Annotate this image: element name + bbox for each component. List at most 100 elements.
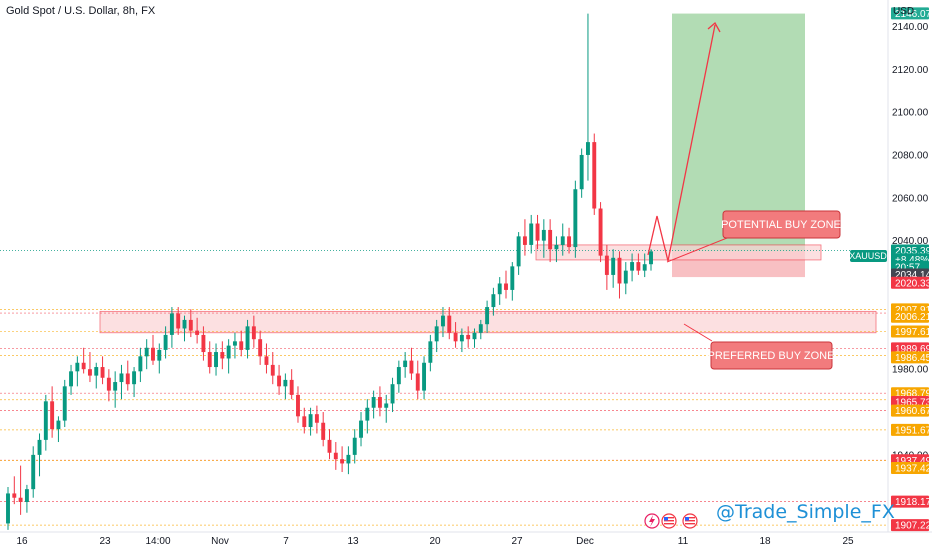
candle[interactable] <box>485 300 490 333</box>
candle[interactable] <box>504 270 508 299</box>
candle[interactable] <box>371 390 376 419</box>
candle[interactable] <box>554 236 559 263</box>
candle[interactable] <box>195 317 200 344</box>
candle[interactable] <box>497 277 502 305</box>
candle[interactable] <box>548 219 553 263</box>
candle[interactable] <box>535 214 540 250</box>
candle[interactable] <box>617 251 622 299</box>
candle[interactable] <box>18 465 23 515</box>
candle[interactable] <box>226 339 231 374</box>
candle[interactable] <box>100 356 105 385</box>
candle[interactable] <box>113 371 118 408</box>
candle[interactable] <box>649 249 653 271</box>
candle[interactable] <box>365 399 370 434</box>
candle[interactable] <box>516 232 521 275</box>
price-tag[interactable]: 1951.67 <box>891 423 932 437</box>
candle[interactable] <box>169 307 174 348</box>
candle[interactable] <box>277 364 282 395</box>
candle[interactable] <box>75 356 80 387</box>
candle[interactable] <box>333 442 338 470</box>
candle[interactable] <box>409 347 414 380</box>
candle[interactable] <box>6 487 10 530</box>
candle[interactable] <box>573 180 578 258</box>
candle[interactable] <box>188 309 193 338</box>
candle[interactable] <box>94 362 99 389</box>
price-tag[interactable]: 2006.21 <box>891 310 932 324</box>
candle[interactable] <box>214 343 218 376</box>
candle[interactable] <box>403 352 408 378</box>
candle[interactable] <box>157 343 162 374</box>
candle[interactable] <box>87 352 92 383</box>
candle[interactable] <box>201 326 206 361</box>
candle[interactable] <box>151 334 155 365</box>
candle[interactable] <box>522 219 527 256</box>
candle[interactable] <box>321 412 326 447</box>
candle[interactable] <box>245 319 250 359</box>
candle[interactable] <box>560 223 565 256</box>
candle[interactable] <box>604 244 609 290</box>
candle[interactable] <box>453 322 458 348</box>
candle[interactable] <box>630 253 635 282</box>
price-tag[interactable]: 1937.42 <box>891 461 932 475</box>
candle[interactable] <box>478 319 483 340</box>
candle[interactable] <box>390 377 395 413</box>
candle[interactable] <box>144 339 149 370</box>
candle[interactable] <box>220 341 225 370</box>
candle[interactable] <box>314 405 319 434</box>
candle[interactable] <box>642 253 647 278</box>
candle[interactable] <box>24 484 29 513</box>
projection-path[interactable] <box>647 24 716 262</box>
candle[interactable] <box>384 394 389 423</box>
candle[interactable] <box>12 476 17 505</box>
candle[interactable] <box>182 315 187 342</box>
candle[interactable] <box>289 369 294 400</box>
candle[interactable] <box>119 364 124 400</box>
candle[interactable] <box>327 429 332 460</box>
candle[interactable] <box>592 133 597 215</box>
candle[interactable] <box>636 253 641 275</box>
price-tag[interactable]: 2146.07 <box>891 7 932 20</box>
candle[interactable] <box>510 262 515 301</box>
candle[interactable] <box>62 379 67 428</box>
candle[interactable] <box>340 446 345 473</box>
price-tag[interactable]: 1960.67 <box>891 404 932 418</box>
candle[interactable] <box>138 347 143 383</box>
candle[interactable] <box>232 332 237 359</box>
price-tag[interactable]: 1907.22 <box>891 519 932 532</box>
candle[interactable] <box>56 416 61 443</box>
candle[interactable] <box>125 360 130 391</box>
candle[interactable] <box>491 287 496 316</box>
candle[interactable] <box>472 328 477 348</box>
candle[interactable] <box>69 364 73 395</box>
candle[interactable] <box>163 326 168 359</box>
candle[interactable] <box>377 386 382 417</box>
candle[interactable] <box>352 429 357 464</box>
candle[interactable] <box>422 356 427 400</box>
candle[interactable] <box>43 394 48 451</box>
candle[interactable] <box>207 341 212 374</box>
candle[interactable] <box>283 373 288 400</box>
candle[interactable] <box>31 446 36 498</box>
price-tag[interactable]: 1986.45 <box>891 351 932 364</box>
candle[interactable] <box>270 352 275 385</box>
candle[interactable] <box>623 262 628 295</box>
candle[interactable] <box>415 360 420 400</box>
candle[interactable] <box>466 326 471 348</box>
us-flag-event-icon[interactable] <box>661 513 677 529</box>
candle[interactable] <box>132 367 137 398</box>
candle[interactable] <box>258 330 263 365</box>
candle[interactable] <box>239 330 244 357</box>
preferred-buy-zone-callout[interactable] <box>710 341 833 370</box>
candle[interactable] <box>264 343 269 374</box>
candle[interactable] <box>598 202 603 263</box>
potential-buy-zone-callout[interactable] <box>722 210 841 239</box>
candle[interactable] <box>428 334 433 372</box>
price-tag[interactable]: 2020.33 <box>891 276 932 290</box>
candle[interactable] <box>611 249 616 288</box>
candle[interactable] <box>359 412 363 447</box>
candle[interactable] <box>296 386 300 423</box>
candle[interactable] <box>447 307 452 340</box>
lightning-event-icon[interactable] <box>644 513 660 529</box>
